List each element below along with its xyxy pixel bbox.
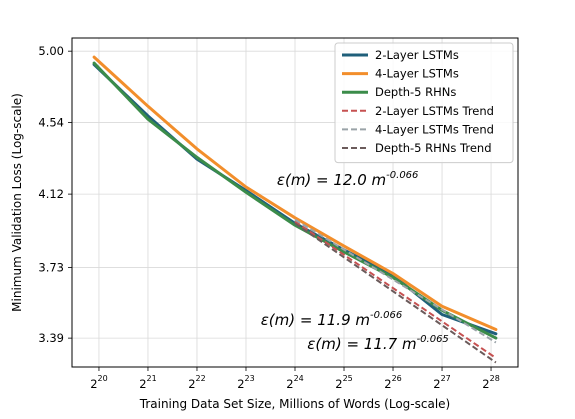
legend-label: Depth-5 RHNs xyxy=(375,85,456,99)
x-tick-label: 227 xyxy=(433,374,451,391)
y-axis: 5.00 4.54 4.12 3.73 3.39 xyxy=(38,44,72,345)
x-tick-label: 224 xyxy=(286,374,304,391)
legend-label: 4-Layer LSTMs Trend xyxy=(375,122,494,136)
x-tick-label: 220 xyxy=(90,374,108,391)
series-line-1 xyxy=(92,55,498,331)
series-line-4 xyxy=(294,218,497,344)
x-tick-label: 222 xyxy=(188,374,206,391)
equation-annotation: ε(m) = 12.0 m-0.066 xyxy=(277,170,419,189)
x-axis: 220 221 222 223 224 225 226 227 228 xyxy=(90,367,500,391)
x-tick-label: 225 xyxy=(335,374,353,391)
y-axis-label: Minimum Validation Loss (Log-scale) xyxy=(10,93,24,312)
x-tick-label: 223 xyxy=(237,374,255,391)
equation-annotation: ε(m) = 11.7 m-0.065 xyxy=(307,334,449,353)
x-tick-label: 221 xyxy=(139,374,157,391)
x-tick-label: 228 xyxy=(482,374,500,391)
legend: 2-Layer LSTMs 4-Layer LSTMs Depth-5 RHNs 2-… xyxy=(334,42,514,164)
y-tick-label: 4.54 xyxy=(38,115,64,129)
legend-label: 4-Layer LSTMs xyxy=(375,67,459,81)
series-line-3 xyxy=(294,220,497,359)
legend-label: 2-Layer LSTMs xyxy=(375,48,459,62)
annotations: ε(m) = 12.0 m-0.066 ε(m) = 11.9 m-0.066 ε(… xyxy=(261,170,449,353)
series-line-5 xyxy=(294,222,497,364)
y-tick-label: 5.00 xyxy=(38,44,64,58)
series-layer xyxy=(92,55,498,364)
y-tick-label: 4.12 xyxy=(38,187,64,201)
x-axis-label: Training Data Set Size, Millions of Word… xyxy=(139,397,450,411)
legend-label: Depth-5 RHNs Trend xyxy=(375,141,492,155)
y-tick-label: 3.73 xyxy=(38,261,64,275)
legend-box xyxy=(334,42,514,164)
legend-label: 2-Layer LSTMs Trend xyxy=(375,104,494,118)
y-tick-label: 3.39 xyxy=(38,331,64,345)
x-tick-label: 226 xyxy=(384,374,402,391)
equation-annotation: ε(m) = 11.9 m-0.066 xyxy=(261,310,403,329)
